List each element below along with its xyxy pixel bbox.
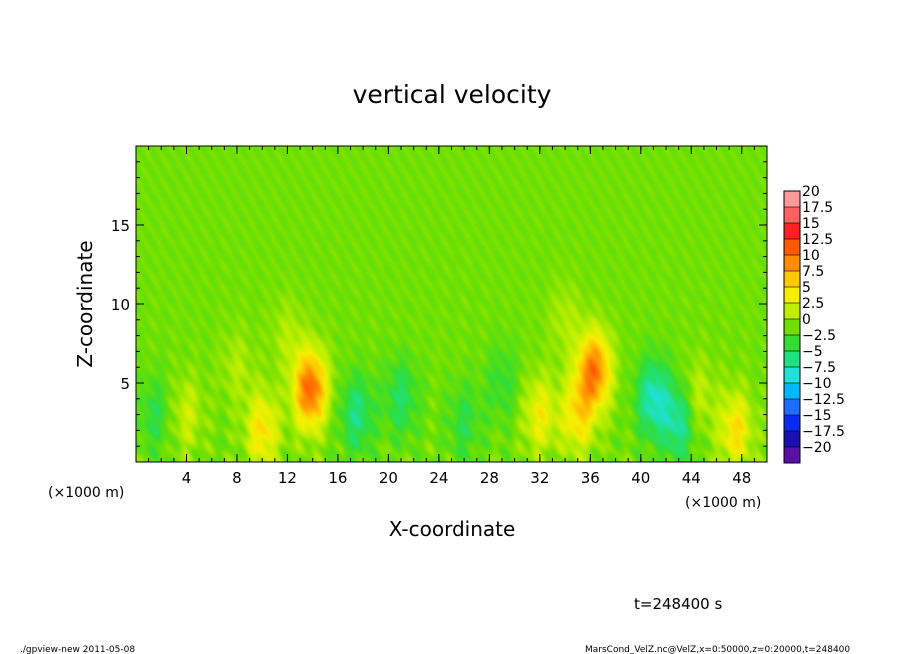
- colorbar-segment: [784, 351, 800, 368]
- x-tick-label: 20: [379, 469, 398, 487]
- plot-area: [135, 145, 768, 463]
- colorbar-segment: [784, 335, 800, 352]
- colorbar-label: −17.5: [802, 424, 845, 440]
- colorbar-label: 20: [802, 184, 820, 200]
- x-tick-label: 48: [732, 469, 751, 487]
- colorbar-segment: [784, 255, 800, 272]
- footer-left: ./gpview-new 2011-05-08: [20, 645, 135, 654]
- velocity-field: [136, 146, 767, 462]
- x-tick-label: 44: [682, 469, 701, 487]
- colorbar-label: 15: [802, 216, 820, 232]
- x-tick-label: 24: [429, 469, 448, 487]
- colorbar-segment: [784, 367, 800, 384]
- x-unit-left: (×1000 m): [48, 485, 124, 501]
- colorbar-frame: [783, 190, 801, 464]
- y-tick-label: 10: [111, 296, 130, 314]
- colorbar-label: 5: [802, 280, 811, 296]
- colorbar-label: −15: [802, 408, 832, 424]
- colorbar-label: −5: [802, 344, 823, 360]
- colorbar-label: −2.5: [802, 328, 836, 344]
- x-tick-label: 28: [480, 469, 499, 487]
- colorbar: 2017.51512.5107.552.50−2.5−5−7.5−10−12.5…: [783, 184, 845, 464]
- y-tick-label: 5: [120, 375, 130, 393]
- x-tick-label: 4: [182, 469, 192, 487]
- colorbar-segment: [784, 287, 800, 304]
- colorbar-segment: [784, 399, 800, 416]
- x-tick-label: 36: [581, 469, 600, 487]
- colorbar-label: 10: [802, 248, 820, 264]
- colorbar-segment: [784, 431, 800, 448]
- x-axis: 4 8 12 16 20 24 28 32 36 40 44 48: [148, 146, 755, 487]
- y-tick-label: 15: [111, 217, 130, 235]
- x-tick-label: 12: [278, 469, 297, 487]
- chart-title: vertical velocity: [353, 80, 552, 109]
- colorbar-segment: [784, 415, 800, 432]
- colorbar-segment: [784, 303, 800, 320]
- x-unit-right: (×1000 m): [685, 495, 761, 511]
- colorbar-segment: [784, 191, 800, 208]
- time-label: t=248400 s: [634, 595, 722, 613]
- colorbar-label: 7.5: [802, 264, 824, 280]
- colorbar-segment: [784, 271, 800, 288]
- colorbar-label: −20: [802, 440, 832, 456]
- colorbar-segment: [784, 223, 800, 240]
- x-axis-label: X-coordinate: [389, 517, 516, 541]
- colorbar-label: −7.5: [802, 360, 836, 376]
- x-tick-label: 40: [631, 469, 650, 487]
- y-axis-label: Z-coordinate: [73, 240, 97, 367]
- y-axis: 5 10 15: [111, 161, 767, 447]
- colorbar-segment: [784, 447, 800, 464]
- x-tick-label: 16: [328, 469, 347, 487]
- x-tick-label: 8: [232, 469, 242, 487]
- colorbar-label: −10: [802, 376, 832, 392]
- colorbar-segment: [784, 383, 800, 400]
- colorbar-label: 17.5: [802, 200, 833, 216]
- colorbar-segment: [784, 239, 800, 256]
- colorbar-label: 0: [802, 312, 811, 328]
- colorbar-segment: [784, 319, 800, 336]
- x-tick-label: 32: [530, 469, 549, 487]
- colorbar-label: 12.5: [802, 232, 833, 248]
- colorbar-segment: [784, 207, 800, 224]
- colorbar-label: 2.5: [802, 296, 824, 312]
- footer-right: MarsCond_VelZ.nc@VelZ,x=0:50000,z=0:2000…: [585, 645, 850, 654]
- colorbar-label: −12.5: [802, 392, 845, 408]
